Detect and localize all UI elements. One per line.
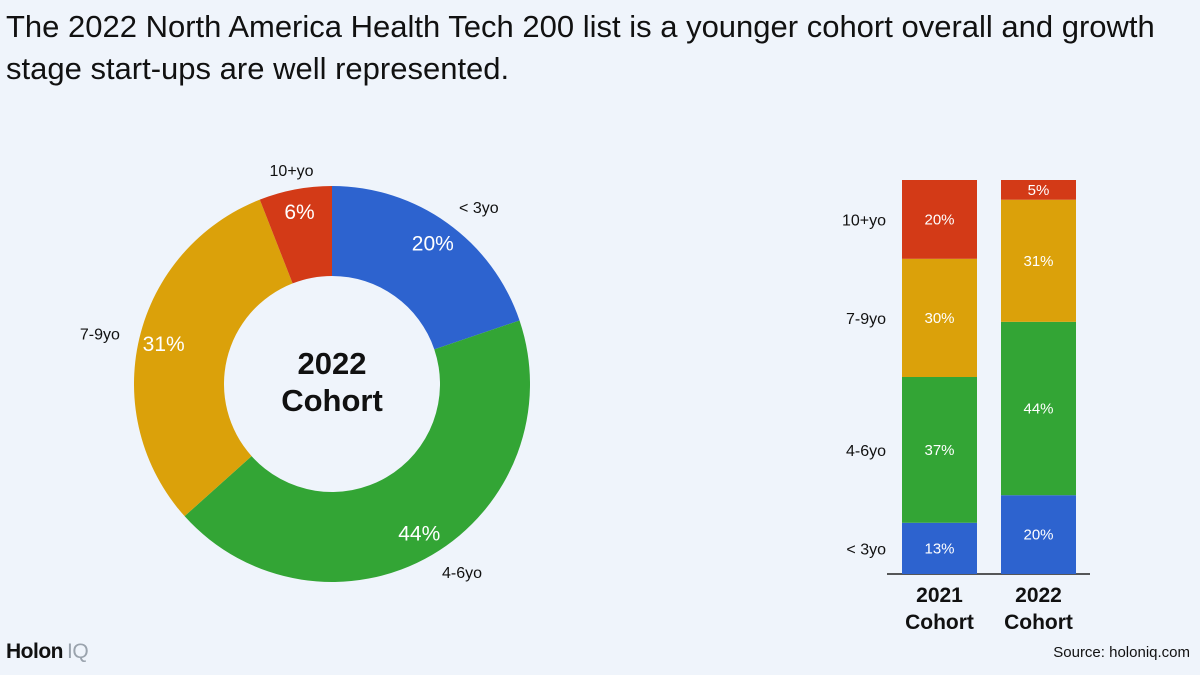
donut-slice — [184, 320, 531, 582]
bar-segment — [902, 258, 977, 377]
donut-category-label: 7-9yo — [80, 327, 120, 344]
bar-value-label: 20% — [924, 211, 954, 228]
brand-logo: Holon IQ — [6, 640, 89, 664]
donut-slice — [133, 199, 293, 517]
bar-segment — [1001, 199, 1076, 322]
donut-value-label: 44% — [398, 522, 440, 545]
donut-slice — [332, 186, 520, 350]
bar-segment — [1001, 180, 1076, 200]
bar-segment — [902, 180, 977, 259]
brand-name: Holon — [6, 640, 63, 663]
stacked-bar-chart: 13% 37% 30% 20% 2021 Cohort 20% 44% 31% 5% 2022 Coh… — [842, 180, 1090, 634]
donut-category-label: 10+yo — [270, 163, 314, 180]
donut-chart: 20% < 3yo 44% 4-6yo 31% 7-9yo 6% 10+yo 2022Cohor… — [80, 163, 531, 582]
brand-suffix: IQ — [66, 640, 89, 663]
donut-slice — [259, 186, 332, 284]
bar-segment — [1001, 495, 1076, 574]
donut-center-label: 2022 — [298, 346, 367, 381]
donut-value-label: 6% — [284, 201, 314, 224]
bar-segment — [1001, 321, 1076, 496]
bar-segment — [902, 377, 977, 523]
bar-value-label: 13% — [924, 540, 954, 557]
series-row-label: 4-6yo — [846, 443, 886, 460]
source-note: Source: holoniq.com — [1053, 644, 1190, 661]
series-row-label: 7-9yo — [846, 311, 886, 328]
bar-value-label: 37% — [924, 442, 954, 459]
x-tick-label: Cohort — [1004, 611, 1073, 634]
bar-value-label: 5% — [1028, 182, 1050, 199]
donut-value-label: 20% — [412, 232, 454, 255]
x-tick-label: 2022 — [1015, 584, 1062, 607]
donut-center-label: Cohort — [281, 383, 383, 418]
page-title: The 2022 North America Health Tech 200 l… — [6, 9, 1155, 86]
bar-segment — [902, 522, 977, 574]
bar-value-label: 44% — [1023, 401, 1053, 418]
donut-value-label: 31% — [143, 333, 185, 356]
series-row-label: 10+yo — [842, 212, 886, 229]
bar-value-label: 20% — [1023, 527, 1053, 544]
bar-value-label: 31% — [1023, 253, 1053, 270]
series-row-label: < 3yo — [846, 541, 886, 558]
x-tick-label: 2021 — [916, 584, 963, 607]
x-tick-label: Cohort — [905, 611, 974, 634]
bar-value-label: 30% — [924, 310, 954, 327]
donut-category-label: < 3yo — [459, 200, 499, 217]
donut-category-label: 4-6yo — [442, 565, 482, 582]
